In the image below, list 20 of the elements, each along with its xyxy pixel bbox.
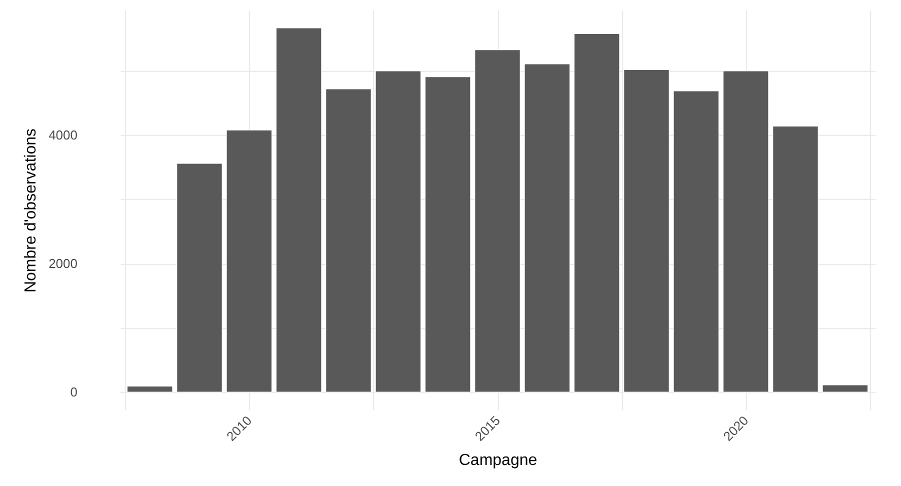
bar: [822, 384, 868, 392]
bar: [176, 163, 222, 392]
x-axis-title: Campagne: [458, 452, 538, 469]
bar: [524, 64, 570, 392]
bar: [276, 28, 322, 392]
y-axis-title: Nombre d'observations: [22, 128, 40, 293]
bar: [375, 70, 422, 392]
bar: [226, 130, 272, 392]
bar: [474, 50, 520, 392]
y-tick-label: 0: [70, 384, 78, 400]
bar: [673, 90, 720, 392]
y-tick-label: 2000: [48, 256, 78, 272]
bar: [126, 386, 173, 392]
bar: [772, 126, 818, 392]
bar: [424, 76, 471, 392]
bar: [722, 70, 769, 392]
bar: [624, 69, 670, 392]
bar: [574, 33, 620, 392]
bar: [326, 88, 372, 392]
y-tick-label: 4000: [48, 128, 78, 143]
